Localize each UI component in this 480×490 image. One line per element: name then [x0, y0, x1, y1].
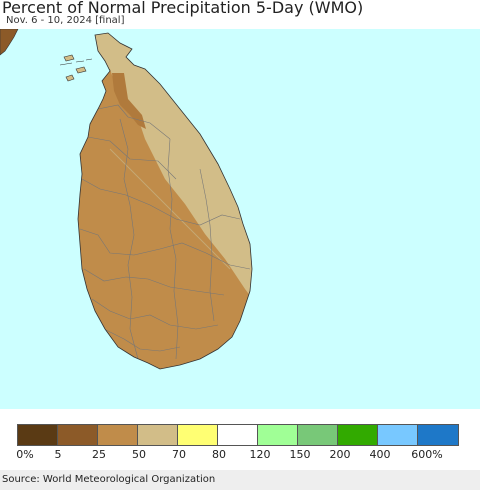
legend-swatch-600: [418, 425, 458, 445]
map-title: Percent of Normal Precipitation 5-Day (W…: [2, 0, 364, 17]
precipitation-map: [0, 29, 480, 409]
legend-swatch-400: [378, 425, 418, 445]
legend-swatch-120: [258, 425, 298, 445]
adams-bridge-shoals: [59, 58, 93, 66]
legend-label: 0%: [16, 448, 34, 461]
legend-label: 200: [329, 448, 351, 461]
legend-label: 70: [172, 448, 186, 461]
legend-label: 80: [212, 448, 226, 461]
footer-bar: Source: World Meteorological Organizatio…: [0, 470, 480, 490]
color-legend: [17, 424, 459, 446]
jaffna-islands: [63, 54, 87, 82]
legend-label: 50: [132, 448, 146, 461]
legend-label: 120: [249, 448, 271, 461]
legend-label: 25: [92, 448, 106, 461]
map-date-range: Nov. 6 - 10, 2024 [final]: [6, 15, 125, 26]
legend-swatch-0: [18, 425, 58, 445]
sri-lanka-map-svg: [0, 29, 253, 370]
legend-label: 5: [54, 448, 62, 461]
legend-swatch-70: [178, 425, 218, 445]
source-credit: Source: World Meteorological Organizatio…: [2, 474, 216, 485]
legend-swatch-50: [138, 425, 178, 445]
legend-label: 600%: [411, 448, 443, 461]
below-normal-zone: [78, 69, 252, 369]
legend-swatch-150: [298, 425, 338, 445]
legend-swatch-80: [218, 425, 258, 445]
legend-swatch-25: [98, 425, 138, 445]
sri-lanka-coastline: [77, 32, 253, 370]
legend-swatch-5: [58, 425, 98, 445]
very-low-zone: [112, 73, 146, 129]
legend-label: 400: [369, 448, 391, 461]
legend-label: 150: [289, 448, 311, 461]
legend-swatch-200: [338, 425, 378, 445]
india-coast-landmass: [0, 29, 19, 56]
